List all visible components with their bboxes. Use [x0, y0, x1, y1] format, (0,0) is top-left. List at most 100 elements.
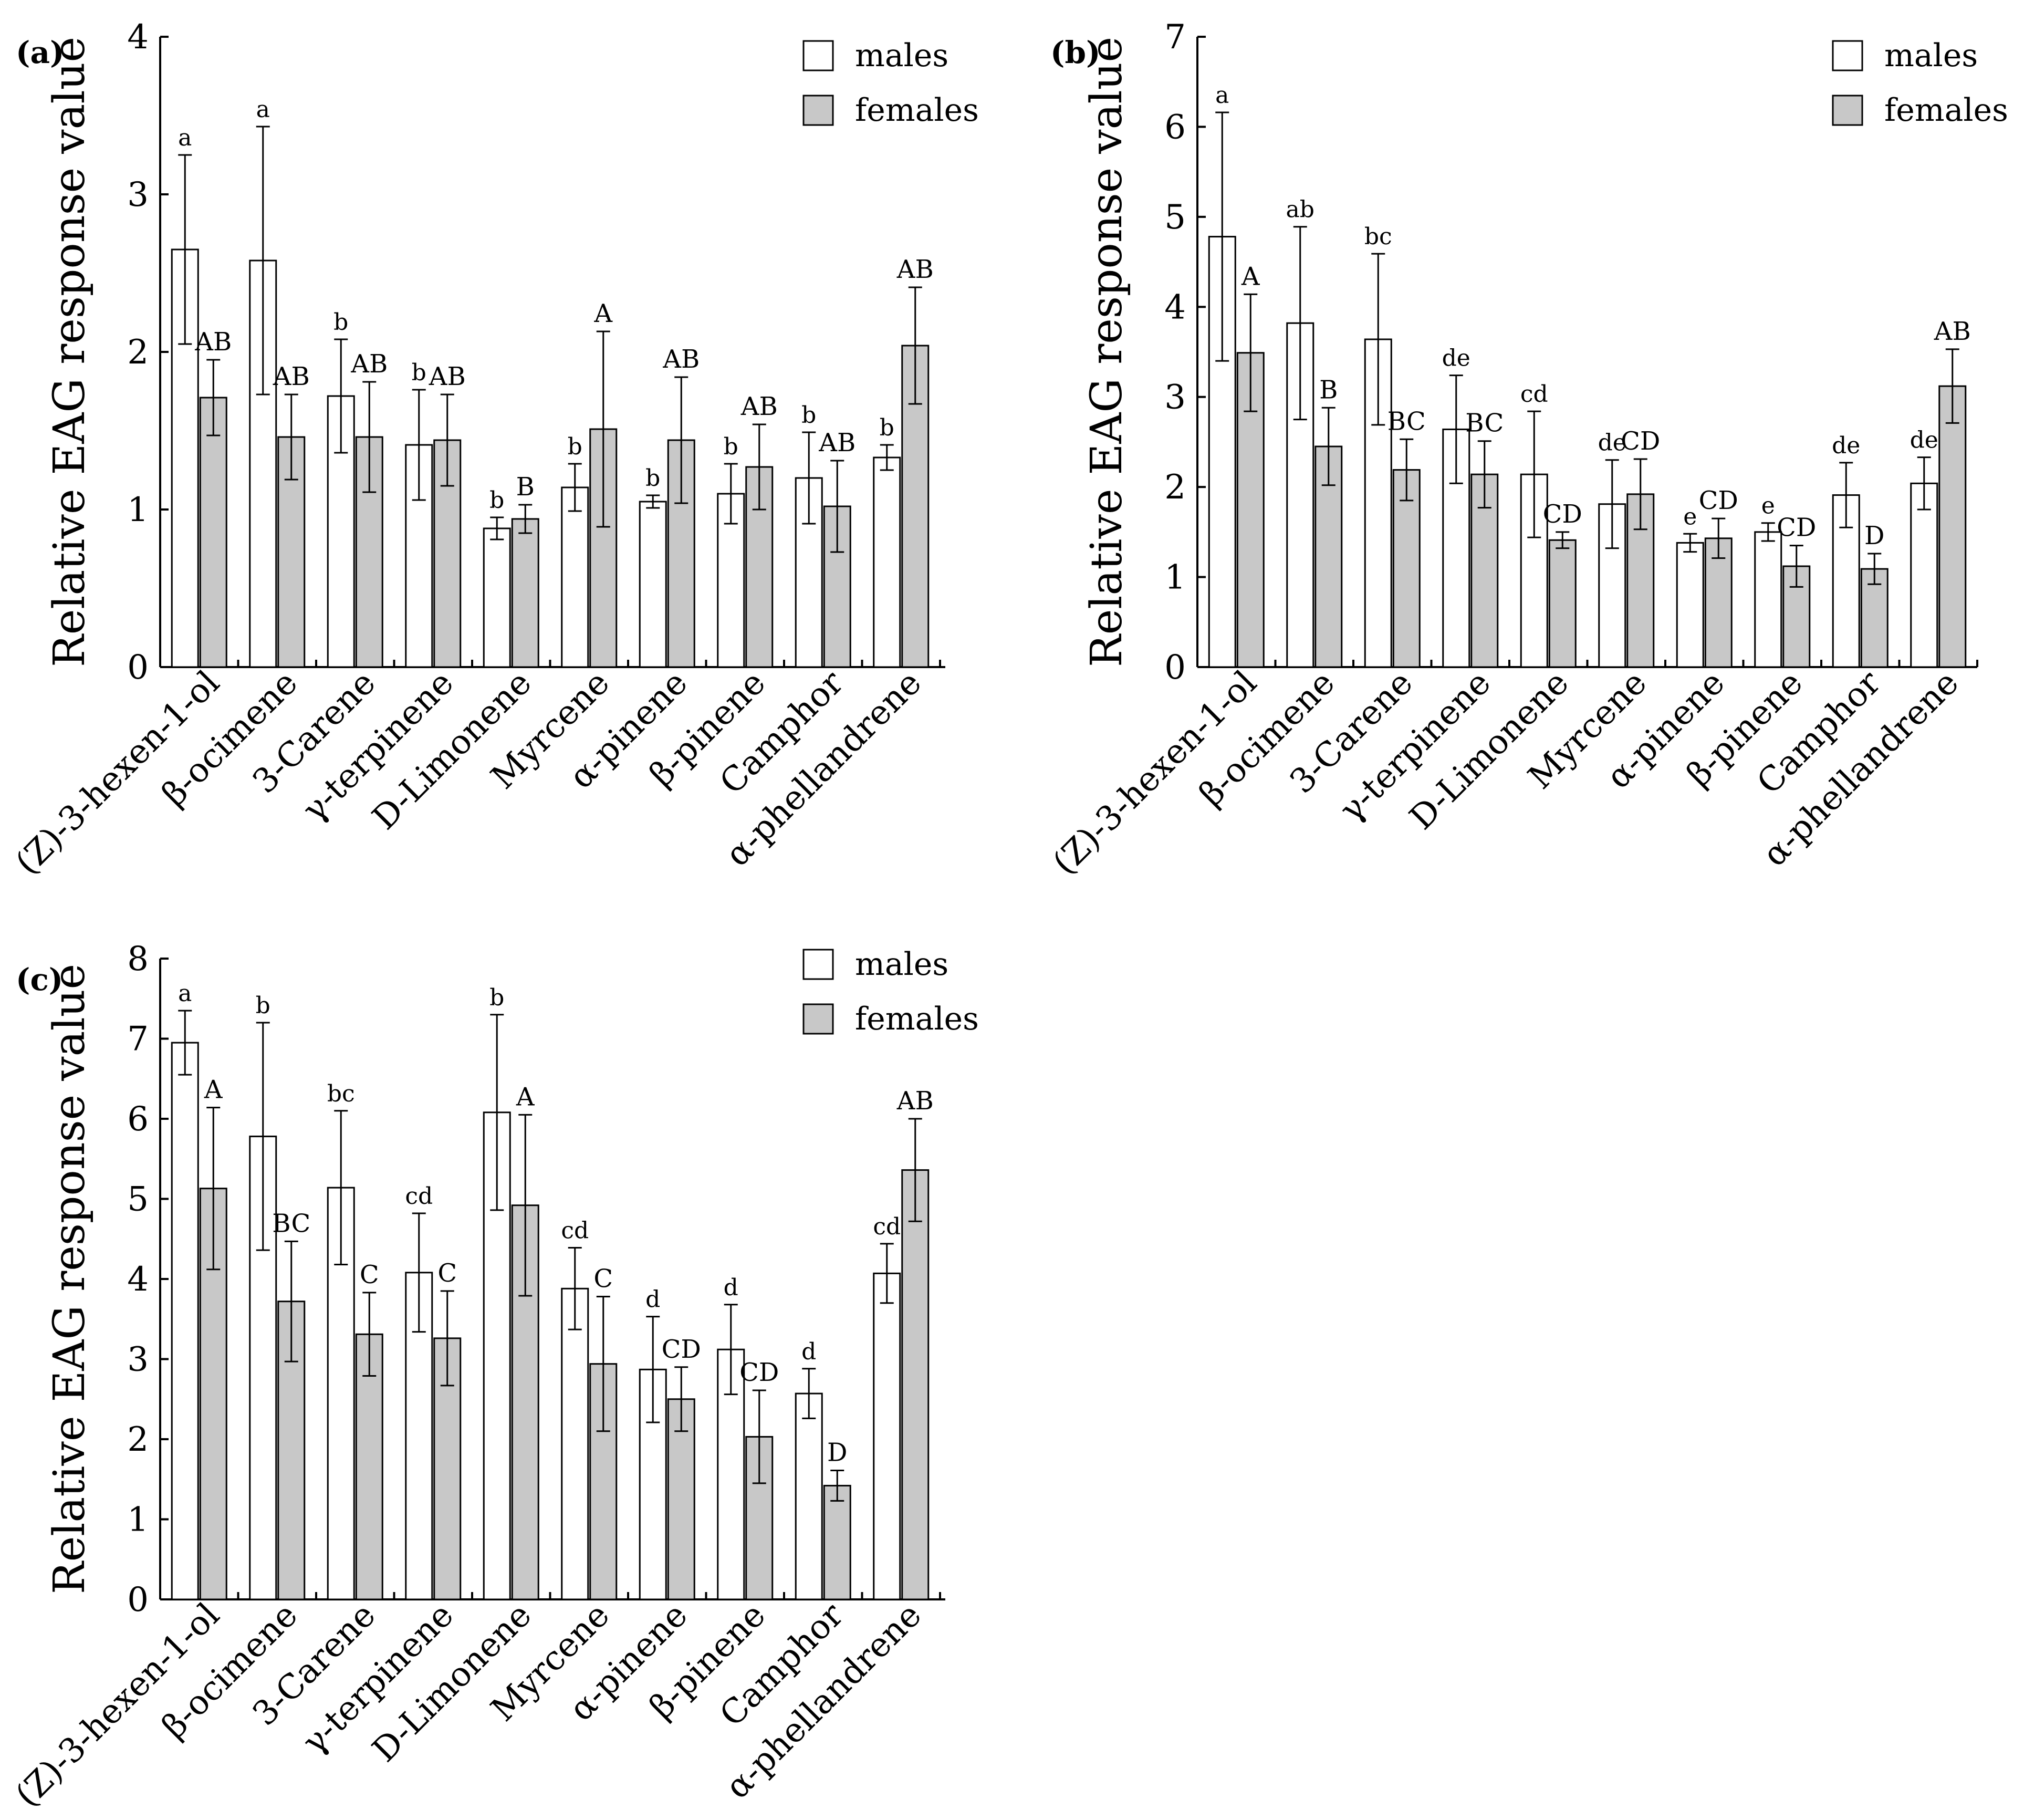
- significance-letter: CD: [1621, 427, 1660, 456]
- significance-letter: b: [568, 433, 582, 460]
- y-tick-label: 4: [1164, 288, 1186, 327]
- chart-panel-c: (c)Relative EAG response value 0 1 2 3 4 5 6 7 8 a…: [8, 940, 979, 1815]
- significance-letter: AB: [429, 362, 466, 391]
- bar-males-8: [1832, 494, 1860, 668]
- legend-swatch-males: [802, 949, 834, 980]
- y-tick-label: 2: [127, 1420, 149, 1459]
- bar-females-4: [511, 518, 539, 668]
- significance-letter: b: [256, 992, 270, 1019]
- significance-letter: AB: [1934, 317, 1971, 346]
- bar-males-9: [873, 456, 901, 668]
- y-axis-title: Relative EAG response value: [1082, 37, 1132, 667]
- y-tick-label: 1: [1164, 558, 1186, 597]
- legend-label-females: females: [855, 92, 979, 129]
- significance-letter: de: [1832, 432, 1860, 459]
- significance-letter: b: [489, 984, 504, 1011]
- bar-females-9: [1938, 385, 1967, 668]
- y-tick-label: 0: [1164, 648, 1186, 687]
- significance-letter: A: [204, 1075, 223, 1105]
- significance-letter: cd: [405, 1183, 433, 1210]
- bar-males-7: [1754, 531, 1782, 668]
- y-tick-label: 0: [127, 648, 149, 687]
- bar-females-4: [1548, 539, 1577, 668]
- y-tick-label: 3: [127, 175, 149, 214]
- significance-letter: a: [178, 124, 192, 151]
- chart-panel-a: (a)Relative EAG response value01234aAB(Z…: [8, 18, 979, 882]
- legend-label-males: males: [855, 37, 948, 74]
- significance-letter: C: [437, 1259, 457, 1288]
- significance-letter: e: [1761, 493, 1775, 519]
- significance-letter: BC: [272, 1209, 310, 1238]
- bar-females-1: [1314, 445, 1343, 668]
- bar-males-8: [795, 1392, 823, 1600]
- significance-letter: cd: [1520, 381, 1548, 408]
- bar-males-5: [561, 1287, 589, 1600]
- significance-letter: AB: [350, 349, 388, 379]
- significance-letter: d: [724, 1274, 738, 1301]
- significance-letter: CD: [739, 1358, 779, 1387]
- legend-swatch-females: [802, 1003, 834, 1035]
- y-tick-label: 7: [127, 1020, 149, 1059]
- significance-letter: AB: [273, 362, 310, 391]
- significance-letter: b: [645, 465, 660, 492]
- bar-females-6: [667, 1398, 695, 1600]
- y-tick-label: 5: [1164, 198, 1186, 237]
- significance-letter: B: [1319, 375, 1338, 404]
- bar-males-6: [639, 501, 667, 668]
- significance-letter: AB: [194, 327, 232, 357]
- significance-letter: d: [645, 1286, 660, 1313]
- significance-letter: AB: [740, 392, 778, 421]
- bar-males-6: [1676, 542, 1704, 668]
- bar-males-9: [873, 1272, 901, 1600]
- bar-females-9: [901, 1169, 930, 1600]
- bar-females-7: [1782, 565, 1811, 668]
- significance-letter: cd: [873, 1213, 901, 1240]
- significance-letter: a: [1215, 82, 1229, 109]
- bar-males-0: [171, 1042, 199, 1600]
- legend-label-females: females: [855, 1001, 979, 1037]
- y-tick-label: 2: [127, 333, 149, 372]
- significance-letter: D: [1864, 521, 1884, 550]
- bar-males-5: [561, 486, 589, 668]
- y-tick-label: 7: [1164, 18, 1186, 57]
- legend-swatch-males: [802, 40, 834, 71]
- significance-letter: b: [333, 309, 348, 336]
- legend-label-males: males: [855, 946, 948, 983]
- significance-letter: cd: [561, 1218, 589, 1244]
- significance-letter: de: [1442, 345, 1470, 372]
- significance-letter: CD: [1777, 513, 1816, 543]
- significance-letter: C: [593, 1264, 613, 1294]
- y-tick-label: 1: [127, 491, 149, 529]
- significance-letter: B: [516, 472, 535, 502]
- y-tick-label: 5: [127, 1180, 149, 1219]
- bar-females-8: [823, 1484, 851, 1600]
- bar-females-6: [1704, 537, 1733, 668]
- significance-letter: bc: [1364, 223, 1392, 250]
- bar-females-0: [199, 397, 227, 668]
- chart-panel-b: (b)Relative EAG response value 0 1 2 3 4 5 6 7 a A…: [1046, 18, 2008, 882]
- significance-letter: AB: [896, 255, 934, 284]
- significance-letter: A: [516, 1082, 535, 1111]
- significance-letter: AB: [896, 1086, 934, 1116]
- significance-letter: b: [412, 359, 426, 386]
- legend-label-females: females: [1884, 92, 2008, 129]
- significance-letter: a: [178, 980, 192, 1007]
- legend-swatch-females: [802, 95, 834, 126]
- significance-letter: CD: [1699, 486, 1738, 515]
- y-axis-title: Relative EAG response value: [45, 37, 95, 667]
- y-tick-label: 3: [127, 1340, 149, 1379]
- y-tick-label: 4: [127, 18, 149, 57]
- bar-females-6: [667, 439, 695, 668]
- significance-letter: AB: [662, 345, 700, 374]
- y-tick-label: 0: [127, 1580, 149, 1619]
- legend-label-males: males: [1884, 37, 1978, 74]
- legend-swatch-males: [1832, 40, 1863, 71]
- significance-letter: b: [880, 414, 894, 441]
- significance-letter: CD: [1543, 500, 1582, 529]
- y-axis-title: Relative EAG response value: [45, 964, 95, 1594]
- bar-females-2: [1392, 469, 1421, 668]
- significance-letter: de: [1910, 427, 1938, 454]
- y-tick-label: 3: [1164, 378, 1186, 417]
- bar-males-9: [1910, 482, 1938, 668]
